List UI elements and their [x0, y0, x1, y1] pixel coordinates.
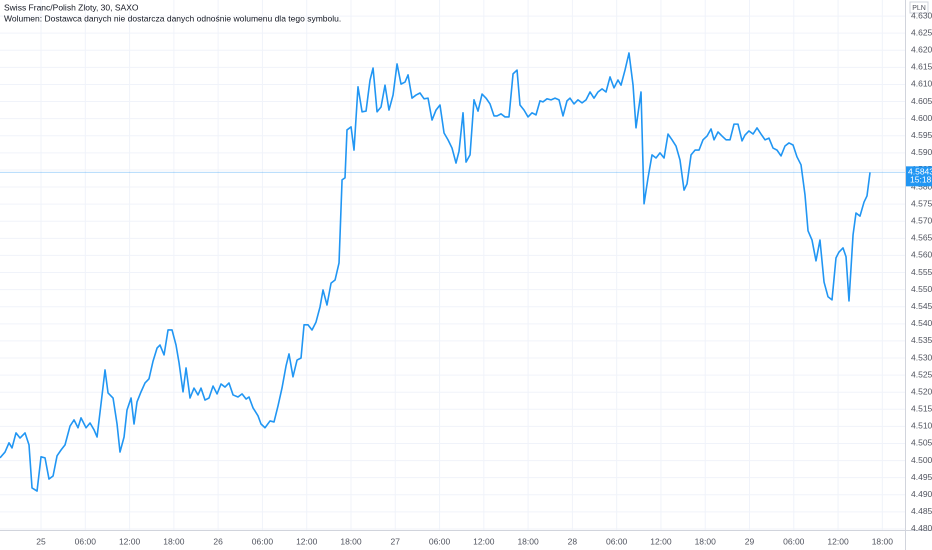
x-tick-label: 06:00 [783, 536, 805, 546]
y-axis-unit: PLN [912, 5, 926, 12]
y-tick-label: 4.5450 [911, 301, 932, 311]
y-tick-label: 4.4800 [911, 523, 932, 533]
y-tick-label: 4.5050 [911, 438, 932, 448]
x-tick-label: 06:00 [606, 536, 628, 546]
price-label-bg [906, 166, 932, 187]
x-tick-label: 12:00 [473, 536, 495, 546]
y-tick-label: 4.6150 [911, 62, 932, 72]
y-tick-label: 4.5700 [911, 215, 932, 225]
y-tick-label: 4.5300 [911, 352, 932, 362]
y-tick-label: 4.5350 [911, 335, 932, 345]
x-tick-label: 12:00 [827, 536, 849, 546]
chart-title: Swiss Franc/Polish Zloty, 30, SAXO [4, 2, 139, 12]
x-tick-label: 18:00 [872, 536, 894, 546]
y-tick-label: 4.5150 [911, 404, 932, 414]
price-countdown: 15:18 [910, 175, 932, 185]
y-tick-label: 4.4950 [911, 472, 932, 482]
x-tick-label: 06:00 [429, 536, 451, 546]
unit-box [909, 1, 929, 14]
y-tick-label: 4.6100 [911, 79, 932, 89]
x-tick-label: 28 [568, 536, 578, 546]
y-tick-label: 4.6000 [911, 113, 932, 123]
y-tick-label: 4.5750 [911, 198, 932, 208]
y-tick-label: 4.6050 [911, 96, 932, 106]
x-tick-label: 06:00 [75, 536, 97, 546]
x-tick-label: 29 [745, 536, 755, 546]
y-tick-label: 4.5600 [911, 250, 932, 260]
y-tick-label: 4.5100 [911, 421, 932, 431]
y-tick-label: 4.4850 [911, 506, 932, 516]
y-tick-label: 4.5250 [911, 369, 932, 379]
chart-subtitle: Wolumen: Dostawca danych nie dostarcza d… [4, 13, 341, 23]
x-tick-label: 18:00 [517, 536, 539, 546]
x-tick-label: 25 [36, 536, 46, 546]
y-tick-label: 4.5550 [911, 267, 932, 277]
y-tick-label: 4.5900 [911, 147, 932, 157]
price-line [0, 52, 871, 492]
x-tick-label: 26 [213, 536, 223, 546]
y-tick-label: 4.5200 [911, 386, 932, 396]
y-tick-label: 4.5650 [911, 233, 932, 243]
y-tick-label: 4.6200 [911, 45, 932, 55]
y-tick-label: 4.6250 [911, 27, 932, 37]
price-label: 4.5843 [908, 167, 932, 177]
y-tick-label: 4.5000 [911, 455, 932, 465]
y-tick-label: 4.5400 [911, 318, 932, 328]
y-tick-label: 4.5950 [911, 130, 932, 140]
x-tick-label: 18:00 [695, 536, 717, 546]
x-tick-label: 12:00 [296, 536, 318, 546]
y-tick-label: 4.5500 [911, 284, 932, 294]
x-tick-label: 12:00 [650, 536, 672, 546]
x-tick-label: 12:00 [119, 536, 141, 546]
x-tick-label: 18:00 [340, 536, 362, 546]
y-tick-label: 4.4900 [911, 489, 932, 499]
grid [0, 0, 905, 530]
y-tick-label: 4.6300 [911, 10, 932, 20]
x-tick-label: 27 [391, 536, 401, 546]
x-tick-label: 06:00 [252, 536, 274, 546]
x-tick-label: 18:00 [163, 536, 185, 546]
